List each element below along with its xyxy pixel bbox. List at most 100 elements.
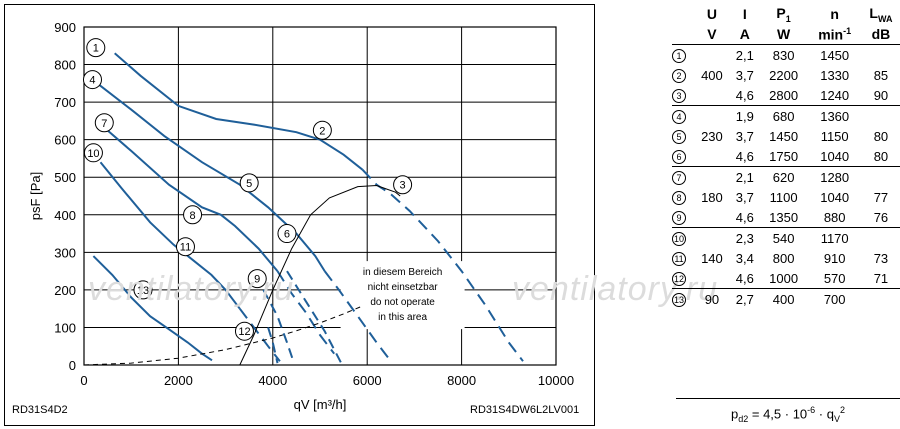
watermark-left: ventilatory.ru bbox=[88, 270, 295, 308]
row-number: 8 bbox=[672, 187, 694, 207]
cell-u: 230 bbox=[701, 128, 723, 144]
curve-1-dashed bbox=[361, 169, 524, 362]
y-tick-label: 100 bbox=[54, 320, 76, 335]
cell-l bbox=[861, 227, 900, 248]
units-empty bbox=[672, 24, 694, 45]
curve-label-text: 5 bbox=[246, 178, 252, 190]
table-row: 4 1,9 680 1360 bbox=[672, 105, 900, 126]
cell-p: 2200 bbox=[769, 67, 799, 83]
header-n: n bbox=[830, 6, 839, 22]
x-tick-label: 6000 bbox=[353, 373, 382, 388]
header-i: I bbox=[742, 6, 747, 22]
curve-5-solid bbox=[92, 255, 203, 355]
table-row: 7 2,1 620 1280 bbox=[672, 166, 900, 187]
cell-u bbox=[694, 166, 730, 187]
table-row: 5 230 3,7 1450 1150 80 bbox=[672, 126, 900, 146]
curve-4-dashed bbox=[239, 308, 281, 362]
cell-l bbox=[862, 45, 900, 66]
y-tick-label: 600 bbox=[54, 133, 76, 148]
cell-l bbox=[861, 105, 900, 126]
cell-p: 800 bbox=[772, 250, 795, 266]
cell-n: 1450 bbox=[820, 47, 850, 63]
curve-label-5: 5 bbox=[239, 173, 259, 193]
table-header-row: U I P1 n LWA bbox=[672, 4, 900, 24]
curve-12-tail bbox=[267, 327, 279, 364]
cell-u bbox=[694, 268, 730, 289]
cell-i: 3,7 bbox=[735, 67, 754, 83]
row-number: 7 bbox=[672, 166, 694, 187]
left-model-code: RD31S4D2 bbox=[12, 404, 68, 416]
x-tick-label: 2000 bbox=[164, 373, 193, 388]
cell-i: 4,6 bbox=[735, 209, 754, 225]
curve-label-8: 8 bbox=[183, 205, 203, 225]
cell-l: 80 bbox=[873, 128, 889, 144]
y-tick-label: 0 bbox=[69, 358, 76, 373]
cell-p: 400 bbox=[759, 288, 808, 309]
curve-label-text: 1 bbox=[93, 43, 99, 55]
cell-u: 140 bbox=[701, 250, 723, 266]
table-row: 1 2,1 830 1450 bbox=[672, 45, 900, 66]
y-tick-label: 500 bbox=[54, 170, 76, 185]
curve-9-tail bbox=[286, 270, 343, 364]
cell-n: 570 bbox=[823, 270, 846, 286]
table-row: 6 4,6 1750 1040 80 bbox=[672, 146, 900, 167]
curve-label-circle bbox=[83, 143, 103, 163]
cell-p: 2800 bbox=[769, 87, 799, 103]
row-number-badge: 1 bbox=[672, 49, 686, 63]
cell-n: 1240 bbox=[820, 87, 850, 103]
cell-i: 2,1 bbox=[735, 47, 754, 63]
curve-3-solid bbox=[104, 127, 279, 272]
cell-l: 77 bbox=[873, 189, 889, 205]
unit-cell: V bbox=[694, 24, 730, 45]
row-number-badge: 8 bbox=[672, 191, 686, 205]
cell-l bbox=[861, 166, 900, 187]
y-axis-label: psF [Pa] bbox=[28, 172, 43, 220]
row-number: 10 bbox=[672, 227, 694, 248]
curve-label-9: 9 bbox=[247, 269, 267, 289]
x-tick-label: 0 bbox=[80, 373, 87, 388]
cell-u: 400 bbox=[701, 67, 723, 83]
table-row: 12 4,6 1000 570 71 bbox=[672, 268, 900, 289]
curve-label-2: 2 bbox=[312, 120, 332, 140]
row-number: 9 bbox=[672, 207, 694, 228]
curve-2-solid bbox=[96, 82, 326, 272]
cell-i: 2,3 bbox=[729, 227, 760, 248]
system-curve bbox=[239, 184, 401, 366]
cell-n: 1170 bbox=[807, 227, 862, 248]
curve-6-tail bbox=[262, 289, 295, 364]
row-number-badge: 9 bbox=[672, 211, 686, 225]
cell-i: 1,9 bbox=[729, 105, 760, 126]
curve-label-13: 13 bbox=[133, 280, 153, 300]
curve-label-circle bbox=[247, 269, 267, 289]
row-number: 6 bbox=[672, 146, 694, 167]
curve-label-11: 11 bbox=[175, 237, 195, 257]
cell-u bbox=[694, 85, 730, 106]
header-lwa: LWA bbox=[869, 4, 893, 24]
cell-u: 180 bbox=[701, 189, 723, 205]
row-number: 13 bbox=[672, 288, 694, 309]
cell-n: 1040 bbox=[820, 148, 850, 164]
x-tick-label: 10000 bbox=[538, 373, 574, 388]
curve-label-text: 8 bbox=[189, 210, 195, 222]
curve-label-text: 2 bbox=[319, 125, 325, 137]
x-axis-label: qV [m³/h] bbox=[294, 397, 347, 412]
row-number: 4 bbox=[672, 105, 694, 126]
curve-label-circle bbox=[94, 113, 114, 133]
cell-i: 2,1 bbox=[729, 166, 760, 187]
curve-label-circle bbox=[82, 70, 102, 90]
cell-u bbox=[694, 146, 730, 167]
cell-n: 700 bbox=[807, 288, 862, 309]
table-row: 2 400 3,7 2200 1330 85 bbox=[672, 65, 900, 85]
curve-label-circle bbox=[239, 173, 259, 193]
row-number-badge: 3 bbox=[672, 89, 686, 103]
curve-1-solid bbox=[114, 52, 364, 171]
cell-p: 1100 bbox=[769, 189, 798, 205]
cell-l: 85 bbox=[873, 67, 889, 83]
table-row: 10 2,3 540 1170 bbox=[672, 227, 900, 248]
cell-l: 76 bbox=[873, 209, 889, 225]
unit-cell: min-1 bbox=[807, 24, 862, 45]
cell-p: 1450 bbox=[769, 128, 799, 144]
